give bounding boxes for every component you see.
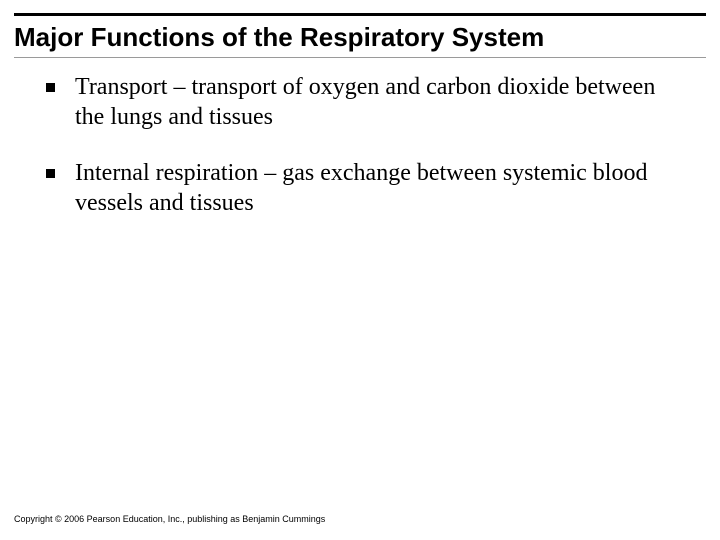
square-bullet-icon <box>46 83 55 92</box>
copyright-footer: Copyright © 2006 Pearson Education, Inc.… <box>14 514 325 524</box>
bullet-text: Transport – transport of oxygen and carb… <box>75 72 680 132</box>
title-underline <box>14 57 706 58</box>
square-bullet-icon <box>46 169 55 178</box>
slide-title: Major Functions of the Respiratory Syste… <box>14 22 706 53</box>
bullet-item: Internal respiration – gas exchange betw… <box>46 158 680 218</box>
bullet-text: Internal respiration – gas exchange betw… <box>75 158 680 218</box>
top-rule <box>14 13 706 16</box>
bullet-item: Transport – transport of oxygen and carb… <box>46 72 680 132</box>
slide: Major Functions of the Respiratory Syste… <box>0 0 720 540</box>
content-area: Transport – transport of oxygen and carb… <box>46 72 680 244</box>
